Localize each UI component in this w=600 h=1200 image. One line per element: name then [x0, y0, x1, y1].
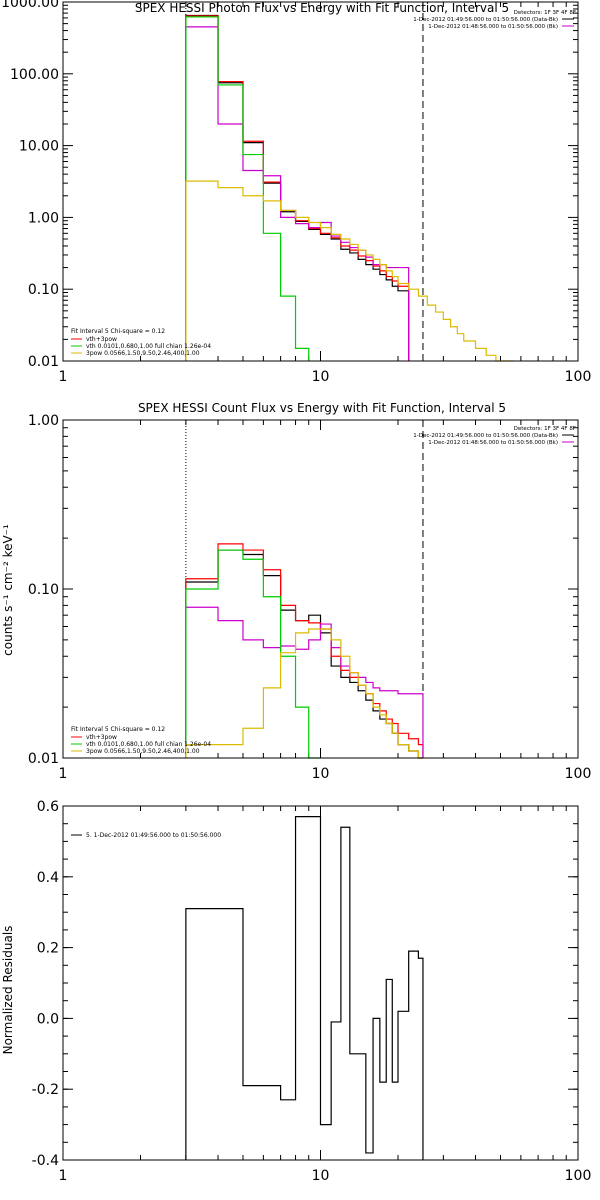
detectors-label: Detectors: 1F 3F 4F 8F	[514, 10, 576, 16]
residuals-plot: 1 10 100 -0.4 -0.2 0.0 0.2 0.4 0.6	[32, 799, 592, 1184]
legend-label-vth: vth 0.0101,0.680,1.00 full chian 1.26e-0…	[86, 343, 211, 350]
y-tick-label: 0.10	[28, 582, 59, 598]
y-tick-label: 0.0	[37, 1011, 59, 1027]
count-flux-annotations: Detectors: 1F 3F 4F 8F 1-Dec-2012 01:49:…	[413, 426, 576, 446]
y-tick-label: 0.6	[37, 799, 59, 815]
legend-label-total: vth+3pow	[86, 336, 117, 343]
series-0-histogram	[185, 14, 410, 361]
photon-flux-panel: SPEX HESSI Photon Flux vs Energy with Fi…	[1, 0, 591, 385]
x-tick-label: 1	[59, 369, 68, 385]
series-3-histogram	[185, 16, 310, 361]
x-tick-label: 10	[312, 369, 330, 385]
residuals-ylabel: Normalized Residuals	[1, 926, 15, 1055]
y-tick-label: -0.2	[32, 1082, 59, 1098]
photon-flux-plot: 1 10 100 0.01 0.10 1.00 10.00 100.00 1000.00	[1, 0, 591, 385]
time-line-data: 1-Dec-2012 01:49:56.000 to 01:50:56.000 …	[413, 17, 558, 23]
y-tick-label: 0.01	[28, 354, 59, 370]
y-tick-label: 0.4	[37, 870, 59, 886]
residuals-legend: 5. 1-Dec-2012 01:49:56.000 to 01:50:56.0…	[71, 832, 221, 839]
y-tick-label: 1000.00	[1, 0, 59, 11]
x-tick-label: 10	[312, 766, 330, 782]
count-flux-panel: SPEX HESSI Count Flux vs Energy with Fit…	[1, 401, 591, 782]
photon-flux-title: SPEX HESSI Photon Flux vs Energy with Fi…	[135, 1, 509, 15]
series-1-histogram	[185, 15, 410, 361]
photon-flux-annotations: Detectors: 1F 3F 4F 8F 1-Dec-2012 01:49:…	[413, 10, 576, 30]
series-4-histogram	[185, 180, 514, 362]
photon-flux-frame	[62, 1, 579, 362]
y-tick-label: 0.10	[28, 282, 59, 298]
count-flux-title: SPEX HESSI Count Flux vs Energy with Fit…	[138, 401, 506, 415]
series-2-histogram	[185, 606, 424, 758]
series-0-histogram	[185, 549, 423, 759]
x-tick-label: 100	[565, 1168, 592, 1184]
legend-label-3pow: 3pow 0.0566,1.50,9.50,2.46,400,1.00	[86, 350, 200, 357]
count-flux-legend: Fit Interval 5 Chi-square = 0.12 vth+3po…	[71, 726, 211, 755]
time-line-bk: 1-Dec-2012 01:48:56.000 to 01:50:56.000 …	[428, 440, 558, 446]
y-tick-label: 10.00	[19, 139, 59, 155]
legend-title: Fit Interval 5 Chi-square = 0.12	[71, 726, 165, 733]
time-line-data: 1-Dec-2012 01:49:56.000 to 01:50:56.000 …	[413, 433, 558, 439]
series-1-histogram	[185, 543, 424, 758]
x-tick-label: 100	[565, 369, 592, 385]
legend-label-vth: vth 0.0101,0.680,1.00 full chian 1.26e-0…	[86, 741, 211, 748]
series-3-histogram	[185, 549, 321, 759]
count-flux-frame	[62, 419, 579, 759]
residuals-frame	[62, 805, 579, 1161]
count-flux-plot: 1 10 100 0.01 0.10 1.00	[28, 413, 592, 782]
residuals-panel: Normalized Residuals 1 10 100 -0.4 -0.2 0.0 0.…	[1, 799, 591, 1184]
y-tick-label: 1.00	[28, 413, 59, 429]
detectors-label: Detectors: 1F 3F 4F 8F	[514, 426, 576, 432]
series-2-histogram	[185, 26, 410, 361]
series-4-histogram	[185, 628, 423, 759]
x-tick-label: 1	[59, 766, 68, 782]
x-tick-label: 100	[565, 766, 592, 782]
legend-label-residual: 5. 1-Dec-2012 01:49:56.000 to 01:50:56.0…	[86, 832, 221, 839]
y-tick-label: 100.00	[10, 67, 59, 83]
x-tick-label: 10	[312, 1168, 330, 1184]
photon-flux-legend: Fit Interval 5 Chi-square = 0.12 vth+3po…	[71, 328, 211, 357]
x-tick-label: 1	[59, 1168, 68, 1184]
series-0-histogram	[185, 816, 424, 1160]
y-tick-label: -0.4	[32, 1153, 59, 1169]
y-tick-label: 0.2	[37, 941, 59, 957]
y-tick-label: 1.00	[28, 210, 59, 226]
legend-label-total: vth+3pow	[86, 734, 117, 741]
count-flux-ylabel: counts s⁻¹ cm⁻² keV⁻¹	[1, 524, 15, 656]
y-tick-label: 0.01	[28, 751, 59, 767]
time-line-bk: 1-Dec-2012 01:48:56.000 to 01:50:56.000 …	[428, 24, 558, 30]
legend-label-3pow: 3pow 0.0566,1.50,9.50,2.46,400,1.00	[86, 748, 200, 755]
legend-title: Fit Interval 5 Chi-square = 0.12	[71, 328, 165, 335]
